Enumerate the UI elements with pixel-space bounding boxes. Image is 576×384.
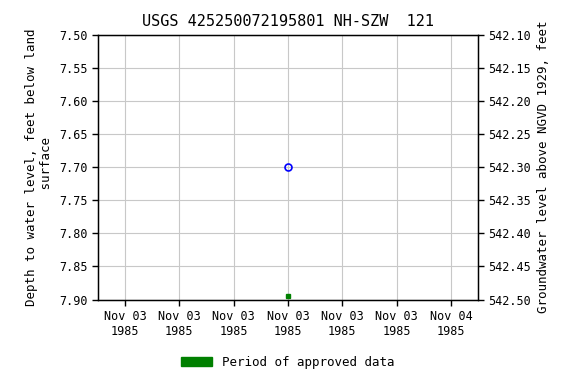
Y-axis label: Depth to water level, feet below land
 surface: Depth to water level, feet below land su… xyxy=(25,28,54,306)
Title: USGS 425250072195801 NH-SZW  121: USGS 425250072195801 NH-SZW 121 xyxy=(142,14,434,29)
Y-axis label: Groundwater level above NGVD 1929, feet: Groundwater level above NGVD 1929, feet xyxy=(537,21,550,313)
Legend: Period of approved data: Period of approved data xyxy=(176,351,400,374)
